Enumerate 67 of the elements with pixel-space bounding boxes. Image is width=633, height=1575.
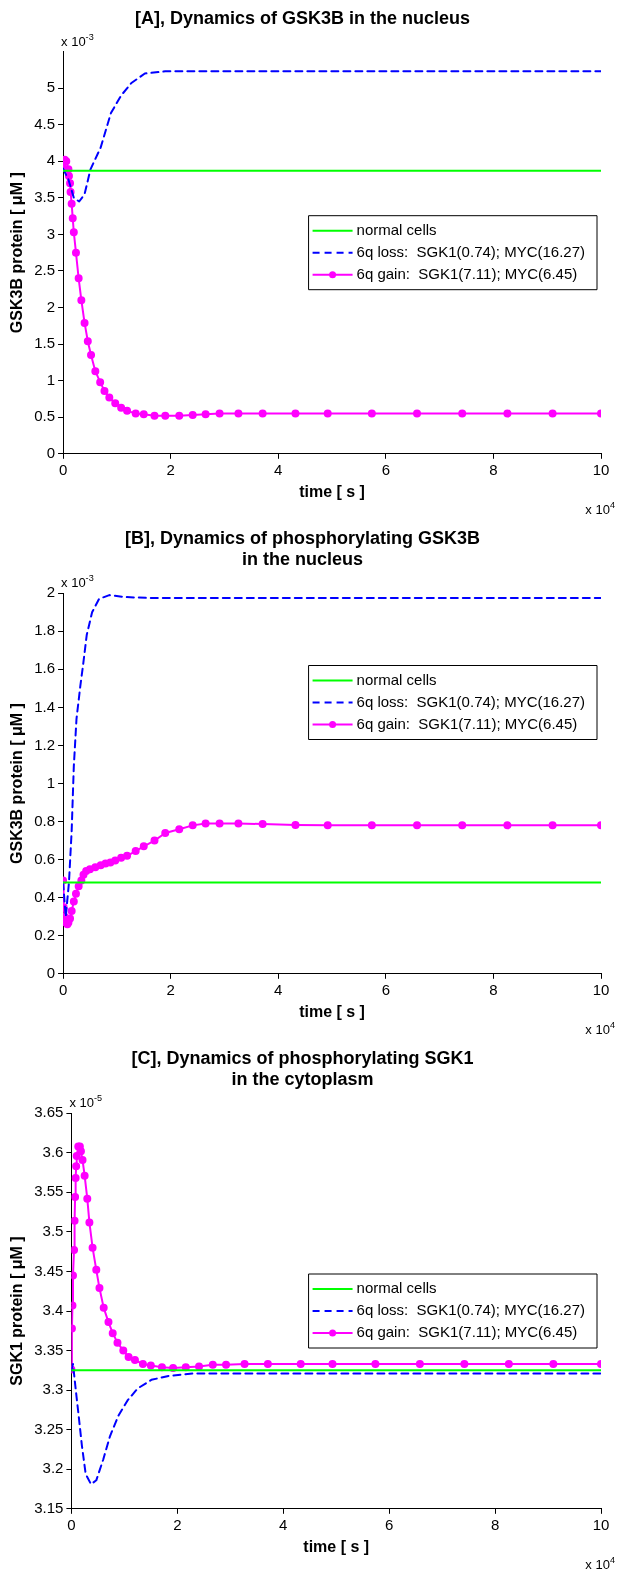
legend-label: 6q gain: SGK1(7.11); MYC(6.45)	[356, 714, 578, 732]
chart-title: [A], Dynamics of GSK3B in the nucleus	[134, 7, 471, 28]
y-tick-label: 1	[46, 773, 56, 791]
x-tick-label: 2	[166, 460, 175, 478]
y-tick-label: 2	[46, 583, 56, 601]
chart-title: [C], Dynamics of phosphorylating SGK1 in the cytoplasm	[131, 1047, 474, 1090]
y-tick-label: 1.8	[34, 621, 56, 639]
x-tick-label: 8	[490, 1515, 500, 1533]
y-tick-label: 3.55	[34, 1182, 64, 1200]
x-tick-label: 10	[592, 460, 610, 478]
y-tick-label: 0	[46, 963, 56, 981]
y-tick-label: 0.2	[34, 925, 56, 943]
y-tick-label: 0.8	[34, 811, 56, 829]
x-axis-title: time [ s ]	[303, 1537, 370, 1555]
x-tick-label: 4	[279, 1515, 288, 1533]
x-tick-label: 8	[489, 980, 498, 998]
y-tick-label: 1.4	[34, 697, 56, 715]
legend-label: normal cells	[356, 670, 437, 688]
x-tick-label: 8	[489, 460, 498, 478]
y-tick-label: 0.5	[34, 407, 56, 425]
y-tick-label: 3.35	[34, 1340, 64, 1358]
x-tick-label: 10	[592, 980, 610, 998]
legend-label: 6q loss: SGK1(0.74); MYC(16.27)	[356, 242, 586, 260]
y-tick-label: 3.5	[42, 1222, 64, 1240]
y-tick-label: 1	[46, 370, 56, 388]
y-tick-label: 3.65	[34, 1103, 64, 1121]
y-tick-label: 3.45	[34, 1261, 64, 1279]
y-tick-label: 3.5	[34, 188, 56, 205]
x-tick-label: 10	[592, 1515, 610, 1533]
x-tick-label: 2	[166, 980, 175, 998]
chart-title: [B], Dynamics of phosphorylating GSK3B in the nucleus	[124, 527, 481, 570]
y-tick-label: 3.25	[34, 1419, 64, 1437]
legend-label: 6q gain: SGK1(7.11); MYC(6.45)	[356, 264, 578, 282]
y-tick-label: 1.6	[34, 659, 56, 677]
y-tick-label: 1.5	[34, 334, 56, 352]
y-tick-label: 3.6	[42, 1142, 64, 1160]
y-tick-label: 0.6	[34, 849, 56, 867]
y-axis-title: GSK3B protein [ μM ]	[8, 703, 26, 864]
legend-label: normal cells	[356, 220, 437, 238]
y-tick-label: 2.5	[34, 261, 56, 279]
legend-label: 6q loss: SGK1(0.74); MYC(16.27)	[356, 692, 586, 710]
y-tick-label: 3.2	[42, 1459, 64, 1477]
y-tick-label: 2	[46, 297, 56, 315]
x-tick-label: 6	[384, 1515, 394, 1533]
x-tick-label: 6	[381, 460, 390, 478]
y-tick-label: 4.5	[34, 114, 56, 132]
y-tick-label: 0.4	[34, 887, 56, 905]
x-axis-title: time [ s ]	[299, 1002, 365, 1020]
y-tick-label: 1.2	[34, 735, 56, 753]
y-tick-label: 3.3	[42, 1380, 64, 1398]
y-tick-label: 5	[46, 78, 56, 96]
x-axis-title: time [ s ]	[299, 482, 365, 500]
x-tick-label: 4	[274, 460, 283, 478]
legend-label: 6q gain: SGK1(7.11); MYC(6.45)	[356, 1323, 578, 1341]
x-tick-label: 6	[381, 980, 390, 998]
x-tick-label: 2	[173, 1515, 182, 1533]
legend-label: 6q loss: SGK1(0.74); MYC(16.27)	[356, 1301, 586, 1319]
y-tick-label: 3	[46, 224, 56, 242]
y-tick-label: 3.4	[42, 1301, 64, 1319]
x-tick-label: 0	[67, 1515, 76, 1533]
y-tick-label: 0	[46, 443, 56, 461]
y-tick-label: 3.15	[34, 1498, 64, 1516]
y-axis-title: GSK3B protein [ μM ]	[8, 172, 26, 334]
y-tick-label: 4	[46, 151, 56, 169]
x-tick-label: 4	[274, 980, 283, 998]
legend-label: normal cells	[356, 1279, 437, 1297]
y-axis-title: SGK1 protein [ μM ]	[8, 1236, 26, 1386]
